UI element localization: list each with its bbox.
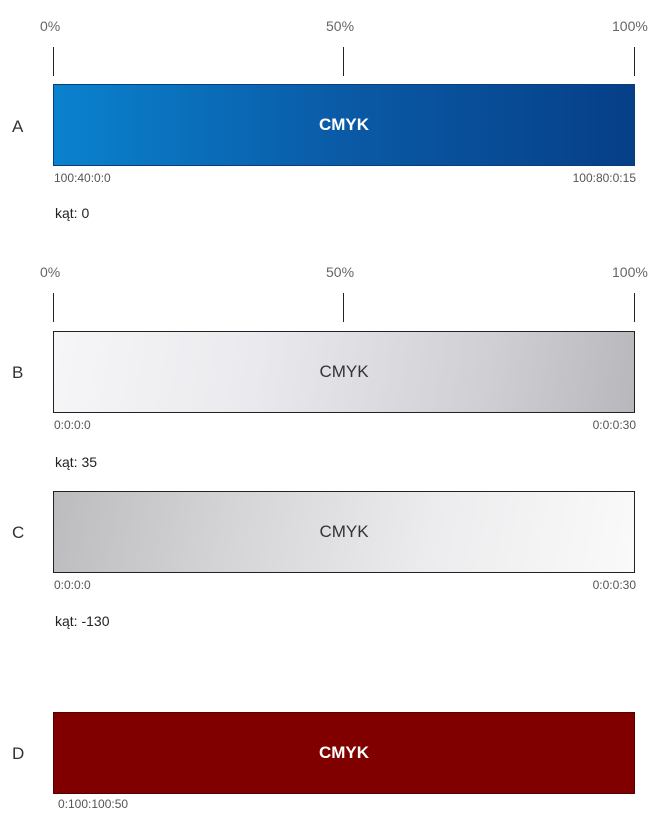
bar-d-value: 0:100:100:50 [58, 797, 129, 811]
scale-top-100-tick [634, 47, 635, 76]
scale-top-50-label: 50% [326, 18, 355, 34]
bar-d-label: CMYK [318, 743, 370, 762]
gradient-bar-c: CMYK [53, 491, 635, 573]
row-d-letter: D [12, 744, 25, 763]
bar-c-start-value: 0:0:0:0 [54, 578, 91, 592]
scale-mid-0-label: 0% [40, 264, 61, 280]
scale-top-100-label: 100% [612, 18, 648, 34]
scale-top-0-label: 0% [40, 18, 61, 34]
row-c-letter: C [12, 523, 25, 542]
bar-a-label: CMYK [318, 115, 370, 134]
scale-top-50-tick [343, 47, 344, 76]
scale-mid-50-tick [343, 293, 344, 322]
bar-a-start-value: 100:40:0:0 [54, 171, 111, 185]
bar-a-end-value: 100:80:0:15 [572, 171, 636, 185]
bar-b-start-value: 0:0:0:0 [54, 418, 91, 432]
scale-mid-0-tick [53, 293, 54, 322]
bar-c-end-value: 0:0:0:30 [592, 578, 636, 592]
gradient-bar-b: CMYK [53, 331, 635, 413]
bar-c-label: CMYK [319, 522, 369, 541]
bar-a-angle: kąt: 0 [55, 205, 90, 221]
scale-top-0-tick [53, 47, 54, 76]
gradient-bar-a: CMYK [53, 84, 635, 166]
scale-mid-100-tick [634, 293, 635, 322]
bar-b-label: CMYK [319, 362, 369, 381]
scale-mid-100-label: 100% [612, 264, 648, 280]
bar-c-angle: kąt: -130 [55, 613, 110, 629]
solid-bar-d: CMYK [53, 712, 635, 794]
bar-b-angle: kąt: 35 [55, 454, 98, 470]
row-b-letter: B [12, 363, 24, 382]
bar-b-end-value: 0:0:0:30 [592, 418, 636, 432]
row-a-letter: A [12, 117, 24, 136]
scale-mid-50-label: 50% [326, 264, 355, 280]
